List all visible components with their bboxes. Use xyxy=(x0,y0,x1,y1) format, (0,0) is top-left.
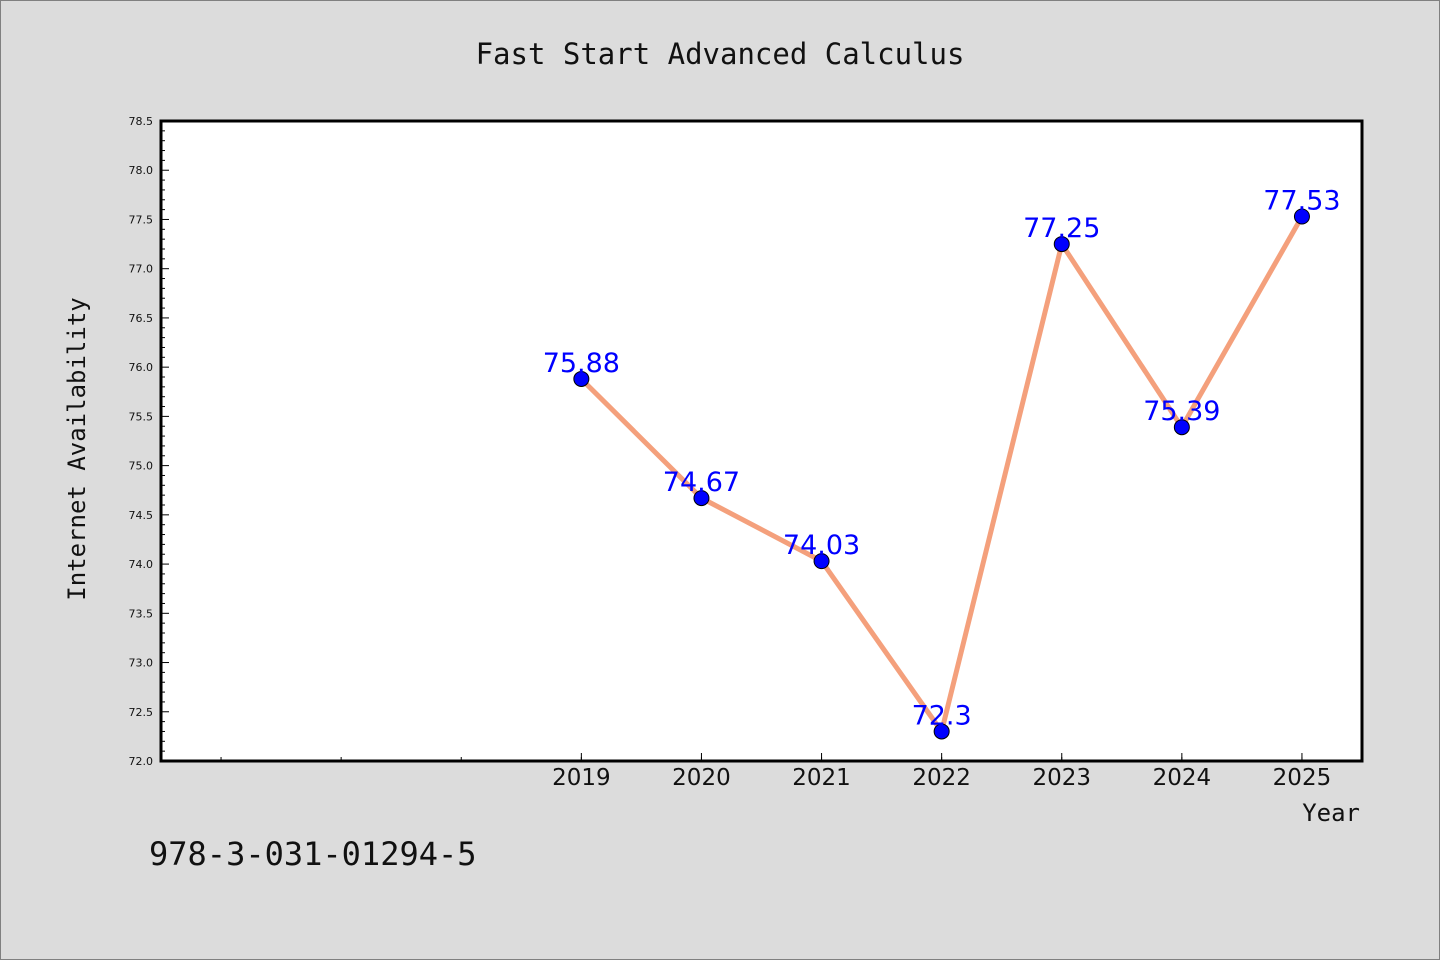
data-point xyxy=(1293,208,1310,225)
marker-layer xyxy=(573,208,1310,740)
x-tick-label: 2021 xyxy=(792,765,851,791)
data-point xyxy=(693,490,710,507)
data-label: 74.67 xyxy=(663,467,740,498)
data-label-layer: 75.88 74.67 74.03 72.3 77.25 75.39 77.53 xyxy=(543,186,1341,732)
data-label: 77.25 xyxy=(1023,213,1100,244)
x-tick-label: 2019 xyxy=(552,765,611,791)
x-tick-label: 2024 xyxy=(1153,765,1212,791)
y-tick-label: 74.5 xyxy=(129,509,154,522)
y-tick-label: 72.5 xyxy=(129,706,154,719)
data-point xyxy=(1053,236,1070,253)
x-tick-label: 2025 xyxy=(1273,765,1332,791)
y-axis-label: Internet Availability xyxy=(63,297,91,600)
x-tick-label: 2020 xyxy=(672,765,731,791)
y-tick-label: 75.5 xyxy=(129,410,154,423)
data-point xyxy=(573,370,590,387)
x-axis-label: Year xyxy=(1302,799,1360,827)
data-point xyxy=(813,553,830,570)
data-label: 72.3 xyxy=(912,700,972,731)
y-tick-label: 76.0 xyxy=(129,361,154,374)
y-tick-label: 75.0 xyxy=(129,460,154,473)
y-tick-label: 73.5 xyxy=(129,607,154,620)
y-tick-label: 72.0 xyxy=(129,755,154,768)
y-tick-label: 78.0 xyxy=(129,164,154,177)
data-point xyxy=(1173,419,1190,436)
y-tick-label: 73.0 xyxy=(129,657,154,670)
data-label: 75.39 xyxy=(1143,396,1220,427)
y-tick-label: 76.5 xyxy=(129,312,154,325)
data-label: 77.53 xyxy=(1263,186,1340,217)
x-tick-label: 2023 xyxy=(1032,765,1091,791)
x-tick-label: 2022 xyxy=(912,765,971,791)
data-label: 75.88 xyxy=(543,348,620,379)
y-tick-label: 78.5 xyxy=(129,115,154,128)
x-axis: 2019 2020 2021 2022 2023 2024 2025 xyxy=(220,753,1332,791)
data-point xyxy=(933,723,950,740)
plot-area xyxy=(159,119,1364,763)
y-axis: 72.0 72.5 73.0 73.5 74.0 74.5 75.0 75.5 76.0 76.5… xyxy=(129,115,169,768)
chart-title: Fast Start Advanced Calculus xyxy=(476,37,965,71)
y-tick-label: 74.0 xyxy=(129,558,154,571)
data-label: 74.03 xyxy=(783,530,860,561)
y-tick-label: 77.5 xyxy=(129,213,154,226)
y-tick-label: 77.0 xyxy=(129,263,154,276)
isbn-text: 978-3-031-01294-5 xyxy=(149,835,477,873)
